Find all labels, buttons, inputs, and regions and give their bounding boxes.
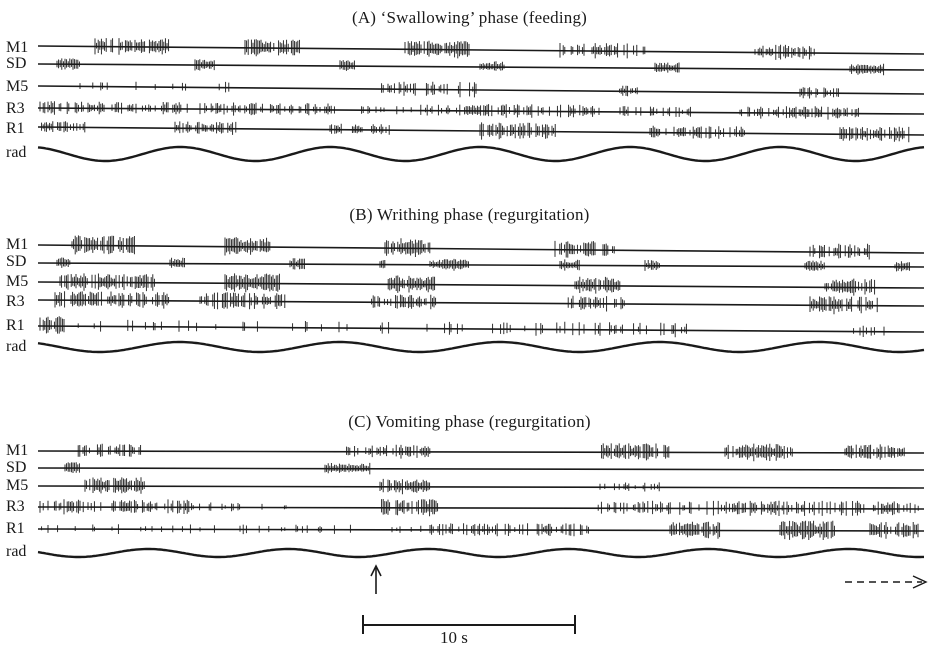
trace-spikes: [59, 273, 876, 296]
panel-c-label-sd: SD: [6, 459, 27, 476]
trace-spikes: [84, 477, 660, 495]
scale-bar-label: 10 s: [440, 628, 468, 647]
panel-a-label-r1: R1: [6, 120, 25, 137]
trace-baseline: [37, 467, 925, 471]
trace-spikes: [39, 101, 859, 120]
panel-c-label-r3: R3: [6, 498, 25, 515]
rad-trace: [37, 547, 924, 559]
panel-c-traces: [37, 443, 925, 559]
trace-baseline: [37, 126, 925, 136]
trace-1: [37, 58, 925, 76]
panel-b-label-sd: SD: [6, 253, 27, 270]
trace-baseline: [37, 528, 925, 532]
trace-baseline: [37, 450, 925, 454]
trace-spikes: [77, 443, 905, 462]
trace-3: [37, 291, 925, 315]
panel-a-label-m1: M1: [6, 39, 29, 56]
trace-4: [37, 520, 925, 540]
panel-b-label-r3: R3: [6, 293, 25, 310]
trace-spikes: [71, 235, 870, 260]
trace-baseline: [37, 325, 925, 333]
trace-spikes: [41, 520, 919, 540]
panel-c-label-r1: R1: [6, 520, 25, 537]
trace-baseline: [37, 85, 925, 95]
trace-baseline: [37, 485, 925, 489]
trace-2: [37, 477, 925, 495]
trace-1: [37, 257, 925, 272]
rad-trace: [37, 340, 925, 354]
trace-spikes: [39, 499, 919, 517]
trace-0: [37, 443, 925, 462]
trace-0: [37, 235, 925, 260]
trace-baseline: [37, 262, 925, 268]
panel-c-label-rad: rad: [6, 543, 27, 560]
rad-trace: [37, 145, 925, 163]
trace-spikes: [56, 58, 885, 76]
trace-spikes: [41, 121, 910, 143]
panel-c-label-m5: M5: [6, 477, 29, 494]
trace-spikes: [64, 462, 371, 475]
trace-spikes: [94, 38, 815, 60]
trace-3: [37, 499, 925, 517]
trace-3: [37, 101, 925, 120]
trace-baseline: [37, 299, 925, 307]
trace-2: [37, 273, 925, 296]
scale-bar: [362, 615, 576, 634]
trace-spikes: [79, 81, 839, 99]
panel-b-label-m5: M5: [6, 273, 29, 290]
panel-a-traces: [37, 38, 925, 163]
panel-a-title: (A) ‘Swallowing’ phase (feeding): [351, 8, 588, 27]
panel-b-label-rad: rad: [6, 338, 27, 355]
trace-baseline: [37, 63, 925, 71]
panel-b-label-m1: M1: [6, 236, 29, 253]
panel-b-label-r1: R1: [6, 317, 25, 334]
trace-4: [37, 316, 925, 338]
trace-2: [37, 81, 925, 99]
panel-c-label-m1: M1: [6, 442, 29, 459]
trace-baseline: [37, 244, 925, 254]
trace-1: [37, 462, 925, 475]
panel-a-label-sd: SD: [6, 55, 27, 72]
trace-spikes: [39, 316, 885, 338]
trace-0: [37, 38, 925, 60]
panel-a-label-m5: M5: [6, 78, 29, 95]
trace-baseline: [37, 281, 925, 289]
panel-c-title: (C) Vomiting phase (regurgitation): [348, 412, 591, 431]
trace-spikes: [56, 257, 910, 272]
panel-b-traces: [37, 235, 925, 354]
trace-4: [37, 121, 925, 143]
trace-baseline: [37, 45, 925, 55]
stimulus-arrow: [370, 564, 382, 594]
continuation-arrow: [845, 575, 928, 589]
panel-b-title: (B) Writhing phase (regurgitation): [349, 205, 590, 224]
trace-spikes: [54, 291, 878, 315]
panel-a-label-r3: R3: [6, 100, 25, 117]
panel-a-label-rad: rad: [6, 144, 27, 161]
